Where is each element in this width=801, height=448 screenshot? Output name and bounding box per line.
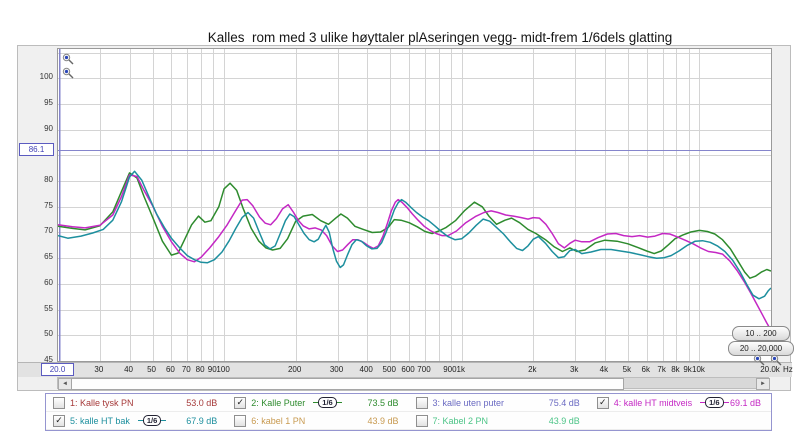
y-tick-label: 90 [44,123,53,133]
scroll-right-button[interactable]: ► [756,378,770,390]
legend-item: ✓ 5: kalle HT bak 1/6 67.9 dB [46,412,228,430]
x-tick-label: 7k [657,365,666,374]
x-tick-label: 1k [456,365,466,374]
legend-checkbox[interactable] [415,414,428,427]
x-tick-label: 300 [329,365,344,374]
legend-label: 2: Kalle Puter [251,397,306,408]
y-tick-label: 55 [44,303,53,313]
y-tick-label: 95 [44,97,53,107]
scrollbar-thumb[interactable] [71,378,624,390]
plot-area[interactable] [57,48,772,362]
cursor-lines [58,49,771,361]
x-tick-label: 50 [147,365,157,374]
x-cursor-value: 20.0 [41,363,74,376]
x-tick-label: 70 [181,365,191,374]
zoom-y-in-icon[interactable] [62,53,75,66]
x-tick-label: 10k [692,365,705,374]
legend-value: 73.5 dB [367,397,399,408]
legend-item: ✓ 4: kalle HT midtveis 1/6 69.1 dB [589,394,771,412]
legend-value: 53.0 dB [186,397,218,408]
legend-item: 6: kabel 1 PN 43.9 dB [227,412,409,430]
measurement-graph-panel: 1009590858075706560555045 86.1 10 .. 200… [17,45,794,391]
legend-item-empty [589,412,771,430]
legend-value: 75.4 dB [548,397,580,408]
smoothing-badge[interactable]: 1/6 [313,397,342,408]
x-tick-label: 400 [359,365,373,374]
x-tick-label: 5k [622,365,632,374]
x-axis-unit: Hz [783,365,793,374]
legend-checkbox[interactable] [415,396,428,409]
measurement-legend: 1: Kalle tysk PN 53.0 dB ✓ 2: Kalle Puter 1/… [45,393,772,431]
x-tick-label: 4k [599,365,609,374]
y-tick-label: 45 [44,355,53,364]
x-scrollbar[interactable]: ◄ ► [57,377,770,390]
x-tick-label: 8k [671,365,680,374]
legend-value: 43.9 dB [548,415,580,426]
x-tick-label: 200 [287,365,302,374]
legend-item: 1: Kalle tysk PN 53.0 dB [46,394,228,412]
legend-label: 1: Kalle tysk PN [70,397,134,408]
series-line-3 [58,170,771,300]
legend-label: 7: Kabel 2 PN [432,415,489,426]
zoom-y-out-icon[interactable] [62,67,75,80]
y-tick-label: 65 [44,252,53,262]
legend-value: 43.9 dB [367,415,399,426]
range-20-20000-button[interactable]: 20 .. 20,000 [728,341,794,356]
legend-label: 4: kalle HT midtveis [613,397,693,408]
legend-value: 67.9 dB [186,415,218,426]
y-tick-label: 60 [44,277,53,287]
legend-checkbox[interactable]: ✓ [234,396,247,409]
x-tick-label: 600 [401,365,415,374]
legend-label: 6: kabel 1 PN [251,415,306,426]
x-tick-label: 90 [207,365,217,374]
legend-item: 7: Kabel 2 PN 43.9 dB [408,412,590,430]
x-tick-label: 3k [569,365,579,374]
legend-label: 3: kalle uten puter [432,397,505,408]
x-tick-label: 2k [528,365,537,374]
y-tick-label: 80 [44,175,53,185]
legend-checkbox[interactable]: ✓ [53,414,65,427]
x-tick-label: 80 [195,365,205,374]
x-tick-label: 900 [443,365,457,374]
legend-checkbox[interactable] [234,414,247,427]
y-tick-label: 50 [44,329,53,339]
scroll-left-button[interactable]: ◄ [58,378,72,390]
smoothing-badge[interactable]: 1/6 [700,397,729,408]
x-tick-label: 40 [124,365,133,374]
zoom-x-in-icon[interactable] [753,354,766,367]
chart-canvas[interactable] [58,49,771,361]
legend-value: 69.1 dB [729,397,761,408]
gridlines [58,49,771,361]
x-tick-label: 6k [641,365,650,374]
range-10-200-button[interactable]: 10 .. 200 [732,326,790,341]
x-tick-label: 100 [216,365,230,374]
zoom-x-out-icon[interactable] [770,354,783,367]
x-axis-strip: 30 40 50 60 70 80 90 100 200 300 400 500 600 700 900 1k… [18,362,793,377]
legend-checkbox[interactable] [53,396,65,409]
legend-checkbox[interactable]: ✓ [596,396,609,409]
legend-item: 3: kalle uten puter 75.4 dB [408,394,590,412]
legend-label: 5: kalle HT bak [70,415,130,426]
y-cursor-value: 86.1 [19,143,54,156]
x-tick-label: 700 [417,365,431,374]
x-tick-label: 30 [94,365,104,374]
x-tick-label: 60 [165,365,175,374]
x-tick-label: 9k [683,365,692,374]
legend-item: ✓ 2: Kalle Puter 1/6 73.5 dB [227,394,409,412]
series-line-2 [58,174,771,331]
x-tick-label: 20.0k [760,365,780,374]
y-tick-label: 100 [39,72,53,82]
chart-title: Kalles rom med 3 ulike høyttaler plAseri… [207,30,673,45]
smoothing-badge[interactable]: 1/6 [137,415,167,426]
y-tick-label: 70 [44,226,53,236]
x-tick-label: 500 [382,365,396,374]
series-line-1 [58,172,771,279]
y-tick-label: 75 [44,200,53,210]
